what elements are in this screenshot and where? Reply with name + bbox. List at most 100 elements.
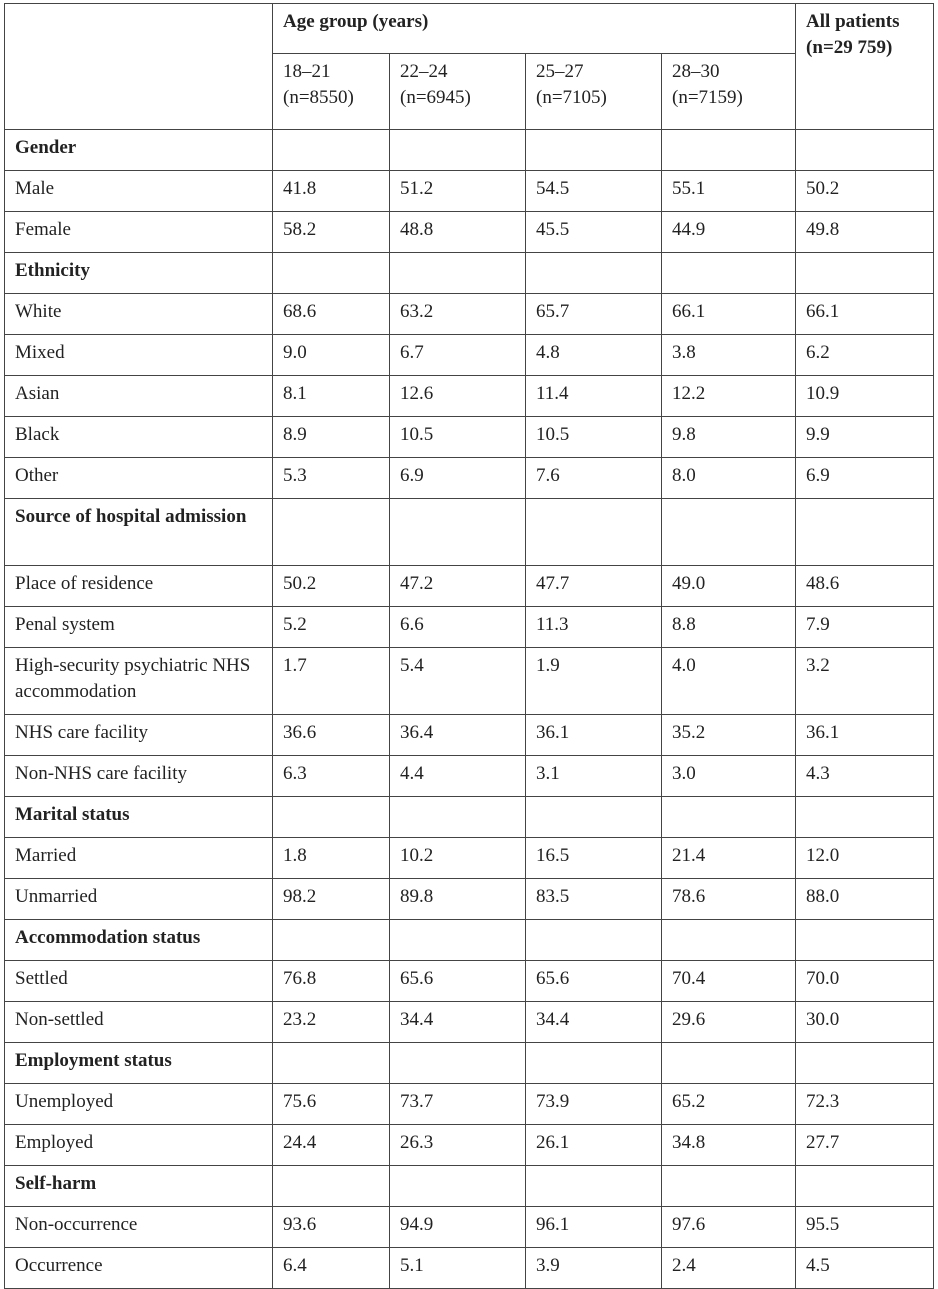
empty-cell	[525, 498, 662, 566]
value-cell: 63.2	[389, 293, 526, 335]
section-label: Ethnicity	[4, 252, 273, 294]
row-label: Non-occurrence	[4, 1206, 273, 1248]
row-label: Male	[4, 170, 273, 212]
empty-cell	[660, 129, 797, 171]
value-cell: 65.6	[525, 960, 662, 1002]
value-cell: 34.8	[660, 1124, 797, 1166]
value-cell: 47.7	[525, 565, 662, 607]
table-row: Male 41.8 51.2 54.5 55.1 50.2	[4, 170, 935, 212]
value-cell: 24.4	[272, 1124, 390, 1166]
section-label: Gender	[4, 129, 273, 171]
value-cell: 44.9	[660, 211, 797, 253]
empty-cell	[389, 498, 526, 566]
table-row: Black 8.9 10.5 10.5 9.8 9.9	[4, 416, 935, 458]
value-cell: 50.2	[272, 565, 390, 607]
empty-cell	[272, 919, 390, 961]
section-header-row: Source of hospital admission	[4, 498, 935, 566]
value-cell: 54.5	[525, 170, 662, 212]
empty-cell	[525, 796, 662, 838]
table-row: Other 5.3 6.9 7.6 8.0 6.9	[4, 457, 935, 499]
value-cell: 4.4	[389, 755, 526, 797]
table-row: Non-occurrence 93.6 94.9 96.1 97.6 95.5	[4, 1206, 935, 1248]
value-cell: 36.4	[389, 714, 526, 756]
age-range: 18–21	[283, 61, 331, 82]
all-patients-value-cell: 6.2	[795, 334, 935, 376]
value-cell: 51.2	[389, 170, 526, 212]
group-count: (n=7105)	[536, 87, 607, 108]
value-cell: 73.7	[389, 1083, 526, 1125]
value-cell: 83.5	[525, 878, 662, 920]
value-cell: 3.8	[660, 334, 797, 376]
value-cell: 66.1	[660, 293, 797, 335]
value-cell: 4.8	[525, 334, 662, 376]
group-count: (n=8550)	[283, 87, 354, 108]
empty-cell	[389, 919, 526, 961]
empty-cell	[272, 1165, 390, 1207]
value-cell: 96.1	[525, 1206, 662, 1248]
table-row: Unmarried 98.2 89.8 83.5 78.6 88.0	[4, 878, 935, 920]
empty-cell	[272, 1042, 390, 1084]
section-label: Source of hospital admission	[4, 498, 273, 566]
row-label: Employed	[4, 1124, 273, 1166]
all-patients-value-cell: 48.6	[795, 565, 935, 607]
value-cell: 58.2	[272, 211, 390, 253]
all-patients-value-cell: 12.0	[795, 837, 935, 879]
row-label: Non-NHS care facility	[4, 755, 273, 797]
value-cell: 1.9	[525, 647, 662, 715]
all-patients-value-cell: 72.3	[795, 1083, 935, 1125]
row-label: Mixed	[4, 334, 273, 376]
all-patients-value-cell: 95.5	[795, 1206, 935, 1248]
all-patients-value-cell: 7.9	[795, 606, 935, 648]
section-label: Accommodation status	[4, 919, 273, 961]
table-row: Non-NHS care facility 6.3 4.4 3.1 3.0 4.3	[4, 755, 935, 797]
value-cell: 2.4	[660, 1247, 797, 1289]
empty-cell	[525, 919, 662, 961]
value-cell: 26.1	[525, 1124, 662, 1166]
empty-cell	[389, 796, 526, 838]
value-cell: 45.5	[525, 211, 662, 253]
value-cell: 5.4	[389, 647, 526, 715]
empty-cell	[389, 1165, 526, 1207]
empty-cell	[525, 252, 662, 294]
all-patients-value-cell: 30.0	[795, 1001, 935, 1043]
value-cell: 65.6	[389, 960, 526, 1002]
row-label: Settled	[4, 960, 273, 1002]
row-label: Unemployed	[4, 1083, 273, 1125]
value-cell: 78.6	[660, 878, 797, 920]
value-cell: 70.4	[660, 960, 797, 1002]
value-cell: 34.4	[389, 1001, 526, 1043]
empty-cell	[795, 1165, 935, 1207]
value-cell: 21.4	[660, 837, 797, 879]
value-cell: 94.9	[389, 1206, 526, 1248]
empty-cell	[389, 1042, 526, 1084]
section-header-row: Employment status	[4, 1042, 935, 1084]
empty-cell	[660, 919, 797, 961]
row-label: Non-settled	[4, 1001, 273, 1043]
value-cell: 5.3	[272, 457, 390, 499]
row-label: White	[4, 293, 273, 335]
header-corner-cell	[4, 3, 273, 130]
value-cell: 48.8	[389, 211, 526, 253]
all-patients-value-cell: 10.9	[795, 375, 935, 417]
age-group-header-22-24: 22–24 (n=6945)	[389, 53, 526, 130]
value-cell: 65.2	[660, 1083, 797, 1125]
table-row: NHS care facility 36.6 36.4 36.1 35.2 36.1	[4, 714, 935, 756]
row-label: Unmarried	[4, 878, 273, 920]
value-cell: 55.1	[660, 170, 797, 212]
value-cell: 75.6	[272, 1083, 390, 1125]
row-label: Penal system	[4, 606, 273, 648]
age-range: 28–30	[672, 61, 720, 82]
value-cell: 34.4	[525, 1001, 662, 1043]
value-cell: 68.6	[272, 293, 390, 335]
empty-cell	[660, 1165, 797, 1207]
row-label: NHS care facility	[4, 714, 273, 756]
table-row: Occurrence 6.4 5.1 3.9 2.4 4.5	[4, 1247, 935, 1289]
age-group-header-25-27: 25–27 (n=7105)	[525, 53, 662, 130]
all-patients-value-cell: 88.0	[795, 878, 935, 920]
table-row: Unemployed 75.6 73.7 73.9 65.2 72.3	[4, 1083, 935, 1125]
empty-cell	[660, 796, 797, 838]
table-row: Non-settled 23.2 34.4 34.4 29.6 30.0	[4, 1001, 935, 1043]
value-cell: 3.1	[525, 755, 662, 797]
section-label: Employment status	[4, 1042, 273, 1084]
all-patients-value-cell: 9.9	[795, 416, 935, 458]
